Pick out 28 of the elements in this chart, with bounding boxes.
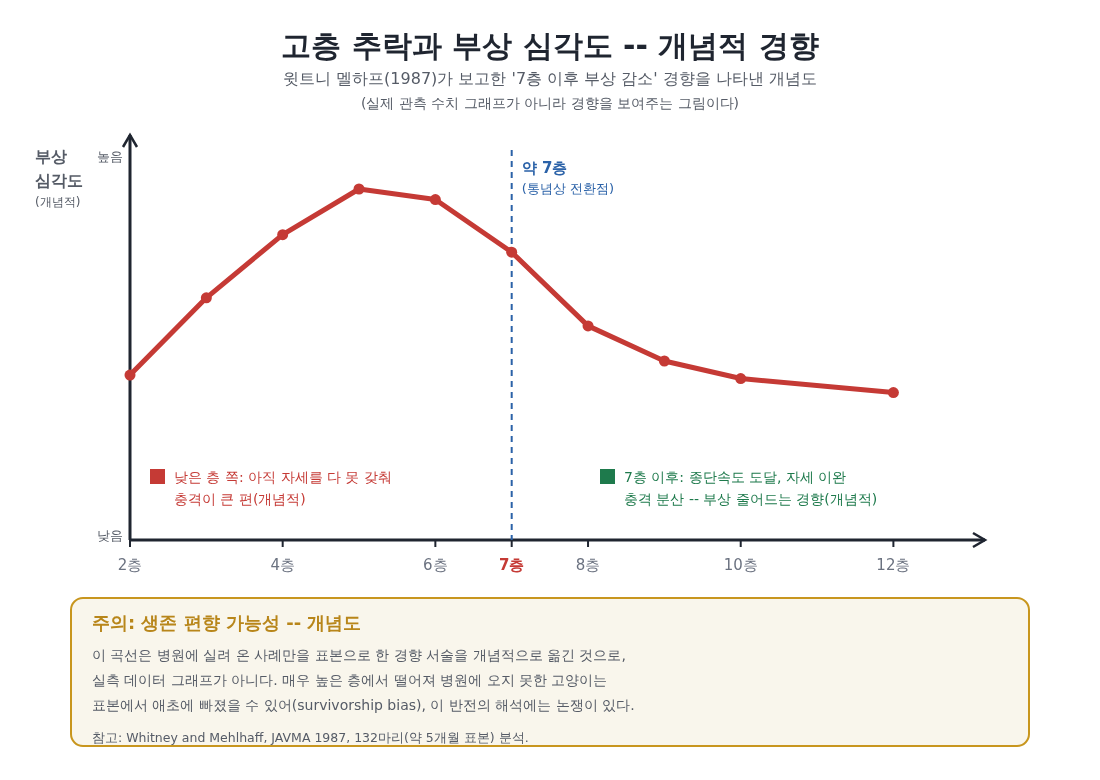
text: 높음 xyxy=(97,149,123,164)
y-axis-title: 부상 심각도 (개념적) xyxy=(35,147,83,209)
x-tick-label: 7층 xyxy=(498,556,525,574)
ref-line-label: 약 7층 (통념상 전환점) xyxy=(521,159,614,196)
chart-title: 고층 추락과 부상 심각도 -- 개념적 경향 xyxy=(281,28,819,63)
x-tick-label: 2층 xyxy=(117,556,143,574)
x-tick-label: 12층 xyxy=(876,556,911,574)
text: 주의: 생존 편향 가능성 -- 개념도 xyxy=(92,612,362,633)
text: 이 곡선은 병원에 실려 온 사례만을 표본으로 한 경향 서술을 개념적으로 옮긴 것으로, 실측 데이터 그래프가 아니다. 매우 높은 층에서 떨어져 병원에 오지 못한 고양이는 표본에서 애초에 빠졌을 수 있어(survivorship bias), 이 반전의 해석에는 논쟁이 있다. xyxy=(92,647,635,713)
x-tick-label: 10층 xyxy=(723,556,758,574)
point xyxy=(887,387,899,399)
x-tick-label: 6층 xyxy=(423,556,448,574)
point xyxy=(124,369,136,381)
annotation: 7층 이후: 종단속도 도달, 자세 이완 충격 분산 -- 부상 줄어드는 경향(개념적) xyxy=(624,469,878,507)
text: 낮음 xyxy=(97,528,123,543)
point xyxy=(429,194,441,206)
point xyxy=(353,183,365,195)
point xyxy=(277,229,289,241)
text: 참고: Whitney and Mehlhaff, JAVMA 1987, 132마리(약 5개월 표본) 분석. xyxy=(92,730,529,745)
x-tick-label: 4층 xyxy=(270,556,295,574)
annotation: 낮은 층 쪽: 아직 자세를 다 못 갖춰 충격이 큰 편(개념적) xyxy=(174,469,392,507)
point xyxy=(658,355,670,367)
point xyxy=(506,246,518,258)
x-tick-label: 8층 xyxy=(575,556,601,574)
point xyxy=(735,373,747,385)
point xyxy=(200,292,212,304)
chart-subtitle: 윗트니 멜하프(1987)가 보고한 '7층 이후 부상 감소' 경향을 나타낸 개념도 (실제 관측 수치 그래프가 아니라 경향을 보여주는 그림이다) xyxy=(283,69,817,111)
point xyxy=(582,320,594,332)
